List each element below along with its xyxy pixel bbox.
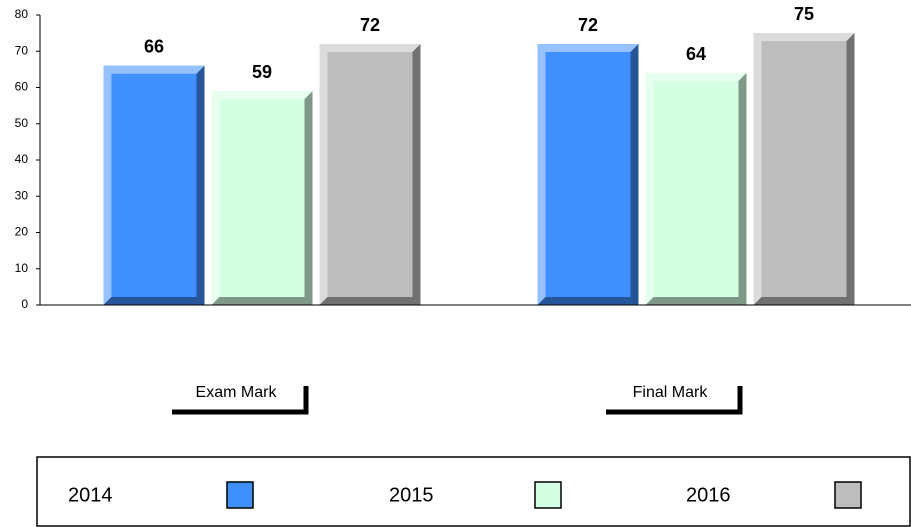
bar (319, 44, 421, 305)
y-tick-label: 60 (15, 80, 29, 94)
y-tick-label: 50 (15, 116, 29, 130)
category-shadow (606, 386, 743, 415)
value-label: 75 (794, 4, 814, 24)
y-tick-label: 80 (15, 7, 29, 21)
legend-label: 2015 (389, 484, 434, 506)
bar (645, 73, 747, 305)
y-tick-label: 40 (15, 152, 29, 166)
bar (103, 65, 205, 305)
value-label: 66 (144, 37, 164, 57)
value-label: 59 (252, 62, 272, 82)
legend-label: 2016 (686, 484, 731, 506)
y-tick-label: 30 (15, 188, 29, 202)
y-tick-label: 0 (21, 297, 28, 311)
y-tick-label: 10 (15, 261, 29, 275)
legend-swatch (534, 481, 562, 509)
bar (537, 44, 639, 305)
value-label: 72 (578, 15, 598, 35)
x-tick-label: Exam Mark (196, 384, 278, 401)
category-shadow (172, 386, 309, 415)
value-label: 72 (360, 15, 380, 35)
legend-swatch (226, 481, 254, 509)
x-tick-label: Final Mark (633, 384, 709, 401)
legend-box (36, 456, 911, 527)
y-tick-label: 20 (15, 225, 29, 239)
value-label: 64 (686, 44, 706, 64)
bar (211, 91, 313, 305)
bar (753, 33, 855, 305)
legend-label: 2014 (68, 484, 113, 506)
y-tick-label: 70 (15, 43, 29, 57)
legend-swatch (834, 481, 862, 509)
